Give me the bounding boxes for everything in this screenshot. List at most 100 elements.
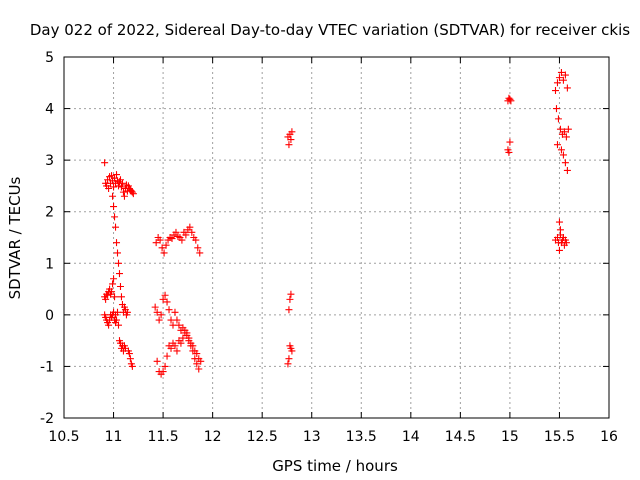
data-point [110,203,118,211]
data-point [159,295,167,303]
data-point [179,334,187,342]
data-point [186,223,194,231]
data-point [557,146,565,154]
y-tick-label: 5 [45,50,54,66]
data-point [128,188,136,196]
data-point [129,190,137,198]
series-group [504,94,515,156]
data-point [160,249,168,257]
data-point [159,368,167,376]
data-point [153,308,161,316]
data-point [506,138,514,146]
data-point [561,71,569,79]
data-point [117,183,125,191]
data-point [192,236,200,244]
data-point [172,228,180,236]
x-tick-label: 13 [303,429,321,445]
data-point [169,321,177,329]
data-point [553,79,561,87]
series-group [101,159,137,200]
data-point [562,239,570,247]
data-point [193,360,201,368]
x-tick-label: 11.5 [148,429,179,445]
y-tick-label: 2 [45,205,54,221]
data-point [117,293,125,301]
data-point [153,357,161,365]
data-point [163,298,171,306]
plot-frame [63,56,610,419]
data-point [152,239,160,247]
data-point [161,291,169,299]
data-point [158,244,166,252]
data-point [182,231,190,239]
data-point [162,241,170,249]
data-point [115,182,122,190]
data-point [287,290,295,298]
data-point [183,331,191,339]
data-point [175,321,183,329]
data-point [559,151,567,159]
x-tick-label: 11 [105,429,123,445]
data-point [165,306,173,314]
x-axis-label: GPS time / hours [272,457,398,475]
data-point [151,303,159,311]
y-tick-label: 4 [45,102,54,118]
data-point [112,223,120,231]
data-point [559,76,567,84]
data-point [123,308,131,316]
data-point [105,185,113,193]
data-point [554,115,562,123]
x-tick-label: 12.5 [247,429,278,445]
data-point [173,347,181,355]
data-point [285,306,293,314]
data-point [563,166,571,174]
data-point [552,105,560,113]
data-point [191,355,199,363]
data-point [507,97,515,105]
data-point [561,159,569,167]
data-point [556,125,564,133]
data-point [111,213,119,221]
y-tick-label: -2 [40,411,54,427]
data-point [120,192,128,200]
data-point [115,259,122,267]
data-points [101,68,572,378]
x-tick-label: 16 [600,429,618,445]
grid [64,57,609,418]
data-point [118,179,126,187]
data-point [506,95,514,103]
data-point [110,183,118,191]
data-point [161,362,169,370]
data-point [187,342,195,350]
data-point [121,344,129,352]
data-point [178,236,186,244]
data-point [285,355,293,363]
data-point [171,308,179,316]
data-point [104,291,112,299]
x-tick-label: 10.5 [48,429,79,445]
data-point [171,342,179,350]
data-point [551,87,559,95]
data-point [288,347,296,355]
series-group [284,128,296,368]
data-point [188,228,196,236]
data-point [116,176,124,184]
data-point [163,352,171,360]
data-point [555,246,563,254]
data-point [287,136,295,144]
data-point [110,308,118,316]
x-tick-label: 13.5 [346,429,377,445]
series-group [551,68,572,174]
data-point [185,337,193,345]
data-point [115,270,123,278]
data-point [194,244,202,252]
y-axis-label: SDTVAR / TECUs [6,176,24,299]
data-point [563,84,571,92]
data-point [102,295,110,303]
y-tick-label: 0 [45,308,54,324]
data-point [156,236,164,244]
data-point [195,365,203,373]
series-group [551,218,570,254]
data-point [157,311,165,319]
